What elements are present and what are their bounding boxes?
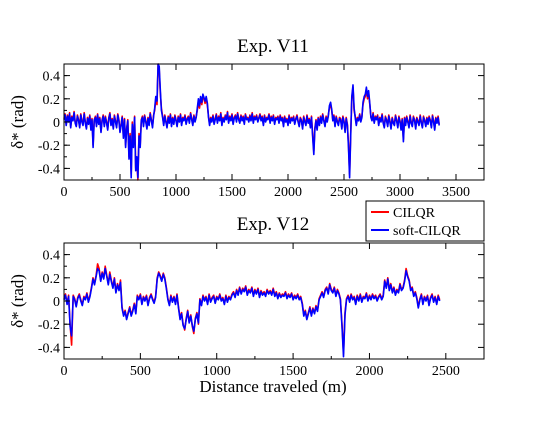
y-axis-label-v12: δ* (rad) xyxy=(8,274,27,328)
y-tick-label: 0.4 xyxy=(43,249,61,264)
y-tick-label: -0.2 xyxy=(38,139,60,154)
legend-box xyxy=(365,200,485,242)
x-tick-label: 2000 xyxy=(355,364,383,379)
chart-title-v12: Exp. V12 xyxy=(237,214,309,235)
series-soft-cilqr-v12 xyxy=(63,267,441,358)
chart-title-v11: Exp. V11 xyxy=(237,36,309,57)
x-tick-label: 500 xyxy=(130,364,151,379)
x-tick-label: 1000 xyxy=(162,185,190,200)
y-tick-label: -0.2 xyxy=(38,318,60,333)
x-tick-label: 0 xyxy=(61,364,68,379)
x-tick-label: 1500 xyxy=(218,185,246,200)
y-tick-label: -0.4 xyxy=(38,341,60,356)
x-tick-label: 2500 xyxy=(432,364,460,379)
legend-label-soft-cilqr: soft-CILQR xyxy=(393,224,461,239)
y-tick-label: 0 xyxy=(53,295,60,310)
series-line xyxy=(63,63,440,179)
legend: CILQR soft-CILQR xyxy=(365,200,485,242)
x-tick-label: 2000 xyxy=(274,185,302,200)
y-axis-v12: 0.4 0.2 0 -0.2 -0.4 xyxy=(38,249,484,356)
series-soft-cilqr-v11 xyxy=(63,63,440,179)
x-axis-label: Distance traveled (m) xyxy=(199,377,346,396)
x-tick-label: 2500 xyxy=(330,185,358,200)
legend-label-cilqr: CILQR xyxy=(393,206,436,221)
y-axis-v11: 0.4 0.2 0 -0.2 -0.4 xyxy=(38,70,484,177)
x-tick-label: 500 xyxy=(110,185,131,200)
y-axis-label-v11: δ* (rad) xyxy=(8,95,27,149)
y-tick-label: 0 xyxy=(53,116,60,131)
x-tick-label: 1000 xyxy=(203,364,231,379)
series-line xyxy=(63,267,441,358)
y-tick-label: 0.2 xyxy=(43,272,61,287)
x-tick-label: 3500 xyxy=(442,185,470,200)
y-tick-label: 0.2 xyxy=(43,93,61,108)
x-axis-v12: 0 500 1000 1500 2000 2500 xyxy=(61,243,460,379)
x-tick-label: 3000 xyxy=(386,185,414,200)
x-axis-v11: 0 500 1000 1500 2000 2500 3000 3500 xyxy=(61,64,470,200)
y-tick-label: 0.4 xyxy=(43,70,61,85)
x-tick-label: 0 xyxy=(61,185,68,200)
panel-v11: Exp. V11 0.4 0.2 0 -0.2 -0.4 0 500 1000 1500 200… xyxy=(8,36,485,200)
x-tick-label: 1500 xyxy=(279,364,307,379)
panel-v12: Exp. V12 0.4 0.2 0 -0.2 -0.4 0 500 1000 1500 200… xyxy=(8,214,485,396)
y-tick-label: -0.4 xyxy=(38,162,60,177)
